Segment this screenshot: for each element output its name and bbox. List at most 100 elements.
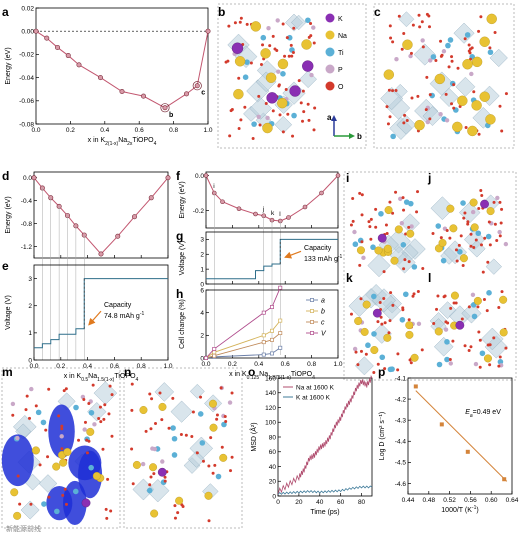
o-atom (278, 113, 282, 117)
ti-atom (260, 34, 267, 41)
o-atom (396, 352, 400, 356)
series-point-V (278, 285, 283, 290)
data-point (141, 93, 147, 99)
arrhenius-point (413, 384, 418, 389)
ti-atom (40, 419, 47, 426)
o-atom (171, 396, 175, 400)
o-atom (359, 297, 363, 301)
legend-atom-label: P (338, 67, 343, 74)
watermark: 新能源前线 (6, 524, 41, 533)
o-atom (420, 348, 424, 352)
data-point (54, 44, 60, 50)
o-atom (360, 193, 364, 197)
o-atom (230, 391, 234, 395)
ti-atom (479, 350, 486, 357)
o-atom (369, 237, 373, 241)
na-atom (410, 353, 419, 362)
k-atom (302, 60, 314, 72)
p-atom (256, 114, 261, 119)
ti-octahedron (489, 48, 508, 67)
o-atom (407, 318, 411, 322)
p-atom (311, 25, 316, 30)
o-atom (237, 76, 241, 80)
na-atom (405, 330, 414, 339)
plot-frame (35, 7, 209, 125)
na-atom (486, 13, 497, 25)
legend-atom-label: Ti (338, 50, 344, 57)
o-atom (261, 43, 265, 47)
o-atom (383, 321, 387, 325)
legend-marker-a (310, 298, 314, 302)
ti-atom (35, 409, 42, 416)
ti-atom (41, 501, 47, 507)
chart-panel-d: 0.0 -0.4 -0.8 -1.2 Energy (eV) (5, 171, 171, 360)
o-atom (268, 44, 272, 48)
crystal-structure-n (130, 382, 234, 523)
structure-frame-b (217, 3, 367, 149)
o-atom (447, 65, 451, 69)
o-atom (258, 123, 262, 127)
o-atom (427, 25, 431, 29)
o-atom (307, 118, 311, 122)
p-atom (425, 119, 430, 125)
ti-octahedron (396, 115, 416, 135)
na-atom (384, 206, 393, 215)
y-axis-label: Energy (eV) (5, 196, 12, 233)
p-atom (444, 118, 450, 123)
data-point (65, 53, 71, 59)
na-atom (459, 254, 468, 263)
o-atom (380, 322, 384, 326)
ti-atom (390, 133, 396, 140)
p-atom (443, 327, 449, 332)
o-atom (462, 216, 466, 220)
o-atom (379, 315, 383, 319)
o-atom (368, 225, 372, 229)
data-point (162, 105, 168, 111)
o-atom (148, 392, 152, 396)
o-atom (439, 39, 443, 43)
o-atom (307, 35, 311, 39)
crystal-structure-i (349, 190, 426, 278)
o-atom (499, 221, 503, 225)
o-atom (374, 207, 378, 211)
ti-octahedron (170, 400, 193, 423)
ti-atom (457, 248, 463, 255)
y-tick-label: 4 (200, 310, 204, 317)
o-atom (485, 309, 489, 313)
na-atom (383, 69, 395, 80)
x-tick-label: 60 (337, 499, 345, 506)
legend-label-c: c (321, 320, 325, 327)
crystal-structure-k (348, 284, 424, 376)
p-atom (152, 446, 158, 452)
o-atom (220, 445, 224, 449)
x-tick-label: 0.6 (135, 127, 144, 134)
p-atom (160, 459, 165, 464)
chart-panel-f: 0.0 -0.2 Energy (eV) i jk l (179, 171, 341, 355)
o-atom (257, 94, 261, 98)
o-atom (400, 47, 404, 51)
ti-atom (444, 339, 450, 345)
o-atom (455, 259, 459, 263)
o-atom (102, 417, 106, 421)
o-atom (498, 355, 502, 359)
p-atom (399, 220, 405, 226)
na-atom (390, 256, 399, 265)
x-axis-label: x in K0.5Na1.5(1-x)TiOPO4 (64, 373, 139, 383)
panel-label-l: l (428, 271, 431, 285)
ti-octahedron (355, 356, 374, 376)
o-atom (467, 43, 471, 47)
capacity-label: Capacity (304, 245, 332, 252)
o-atom (91, 383, 95, 387)
o-atom (500, 207, 504, 211)
y-tick-label: 0 (28, 357, 32, 364)
o-atom (456, 66, 460, 70)
ti-atom (72, 488, 79, 495)
o-atom (424, 108, 428, 112)
o-atom (87, 401, 91, 405)
data-point (205, 28, 211, 34)
o-atom (358, 191, 362, 195)
panel-label-j: j (427, 171, 431, 185)
o-atom (488, 343, 492, 347)
ti-atom (402, 291, 409, 298)
ti-atom (370, 244, 376, 251)
